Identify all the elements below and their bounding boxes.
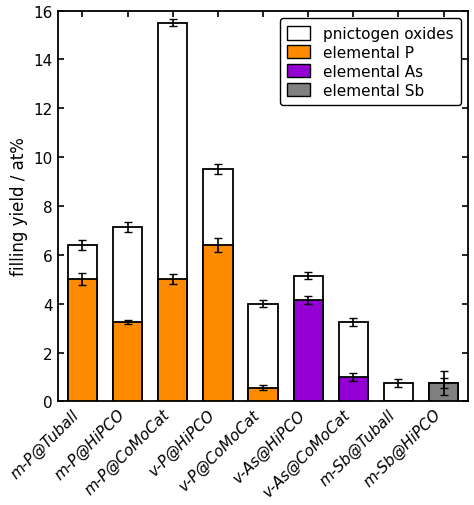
- Bar: [68, 280, 97, 401]
- Bar: [248, 388, 278, 401]
- Bar: [384, 383, 413, 401]
- Bar: [158, 280, 187, 401]
- Bar: [203, 245, 233, 401]
- Bar: [429, 383, 458, 401]
- Bar: [429, 383, 458, 401]
- Bar: [68, 245, 97, 401]
- Bar: [293, 300, 323, 401]
- Y-axis label: filling yield / at%: filling yield / at%: [10, 137, 28, 276]
- Bar: [203, 170, 233, 401]
- Bar: [338, 322, 368, 401]
- Bar: [338, 377, 368, 401]
- Bar: [158, 24, 187, 401]
- Bar: [248, 304, 278, 401]
- Legend: pnictogen oxides, elemental P, elemental As, elemental Sb: pnictogen oxides, elemental P, elemental…: [280, 19, 461, 106]
- Bar: [113, 322, 142, 401]
- Bar: [293, 276, 323, 401]
- Bar: [113, 227, 142, 401]
